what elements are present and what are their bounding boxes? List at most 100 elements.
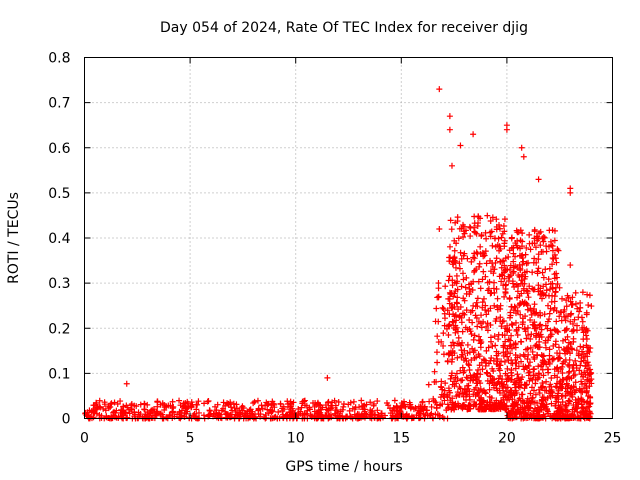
data-point xyxy=(495,400,502,407)
data-point xyxy=(522,382,529,389)
data-point xyxy=(533,324,540,331)
data-point xyxy=(526,414,533,421)
data-point xyxy=(167,402,174,409)
data-point xyxy=(547,327,554,334)
data-point xyxy=(454,389,461,396)
data-point xyxy=(550,342,557,349)
y-tick-label: 0.3 xyxy=(48,276,70,292)
data-point xyxy=(512,341,519,348)
data-point xyxy=(487,218,494,225)
data-point xyxy=(490,270,497,277)
data-point xyxy=(526,369,533,375)
data-point xyxy=(504,353,511,360)
data-point xyxy=(463,374,470,381)
data-point xyxy=(525,294,532,301)
data-point xyxy=(587,369,594,376)
data-point xyxy=(552,289,559,296)
y-tick-label: 0 xyxy=(62,412,71,428)
data-point xyxy=(324,374,331,381)
data-point xyxy=(520,153,527,160)
data-point xyxy=(492,318,499,325)
data-point xyxy=(517,237,524,244)
data-point xyxy=(124,414,131,421)
data-point xyxy=(516,273,523,280)
data-point xyxy=(537,403,544,410)
data-point xyxy=(468,357,475,364)
data-point xyxy=(372,411,379,418)
data-point xyxy=(559,376,566,383)
data-point xyxy=(447,217,454,224)
data-point xyxy=(204,398,211,405)
data-point xyxy=(456,265,463,272)
data-point xyxy=(511,284,518,291)
data-point xyxy=(564,374,571,381)
data-point xyxy=(487,405,494,412)
data-point xyxy=(553,259,560,266)
data-point xyxy=(374,398,381,405)
data-point xyxy=(461,250,468,257)
data-point xyxy=(565,339,572,346)
data-point xyxy=(453,272,460,279)
data-point xyxy=(449,395,456,402)
data-point xyxy=(446,126,453,133)
data-point xyxy=(547,281,554,288)
data-point xyxy=(564,361,571,368)
data-point xyxy=(323,412,330,419)
data-point xyxy=(109,414,116,421)
data-point xyxy=(463,307,470,314)
data-point xyxy=(426,398,433,405)
data-point xyxy=(519,261,526,268)
data-point xyxy=(433,349,440,356)
data-point xyxy=(457,385,464,392)
data-point xyxy=(449,339,456,346)
data-point xyxy=(367,399,374,406)
data-point xyxy=(433,404,440,411)
data-point xyxy=(578,378,585,385)
data-point xyxy=(496,225,503,232)
data-point xyxy=(479,304,486,311)
data-point xyxy=(493,216,500,223)
data-point xyxy=(477,344,484,351)
data-point xyxy=(346,407,353,414)
data-point xyxy=(444,358,451,365)
data-point xyxy=(432,399,439,406)
data-point xyxy=(536,390,543,397)
data-point xyxy=(141,400,148,407)
y-tick-label: 0.7 xyxy=(48,96,70,112)
data-point xyxy=(513,414,520,421)
data-point xyxy=(307,412,314,419)
data-point xyxy=(472,303,479,310)
data-point xyxy=(530,411,537,418)
data-point xyxy=(557,402,564,409)
data-point xyxy=(580,329,587,336)
data-point xyxy=(519,280,526,287)
data-point xyxy=(88,408,95,415)
data-point xyxy=(521,326,528,333)
data-point xyxy=(467,402,474,409)
data-point xyxy=(527,344,534,351)
x-tick-label: 0 xyxy=(80,431,89,447)
data-point xyxy=(579,381,586,388)
data-point xyxy=(558,317,565,324)
data-point xyxy=(314,400,321,407)
data-point xyxy=(499,272,506,279)
data-point xyxy=(508,332,515,339)
data-point xyxy=(518,277,525,284)
data-point xyxy=(452,374,459,381)
data-point xyxy=(559,295,566,302)
y-tick-label: 0.6 xyxy=(48,141,70,157)
data-point xyxy=(584,404,591,411)
data-point xyxy=(483,260,490,267)
data-point xyxy=(546,352,553,359)
data-point xyxy=(393,403,400,410)
data-point xyxy=(337,408,344,415)
data-point xyxy=(501,216,508,223)
data-point xyxy=(440,342,447,349)
data-point xyxy=(200,412,207,419)
data-point xyxy=(93,399,100,406)
data-point xyxy=(583,326,590,333)
data-point xyxy=(311,408,318,415)
data-point xyxy=(518,144,525,151)
data-point xyxy=(517,227,524,234)
data-point xyxy=(431,368,438,375)
